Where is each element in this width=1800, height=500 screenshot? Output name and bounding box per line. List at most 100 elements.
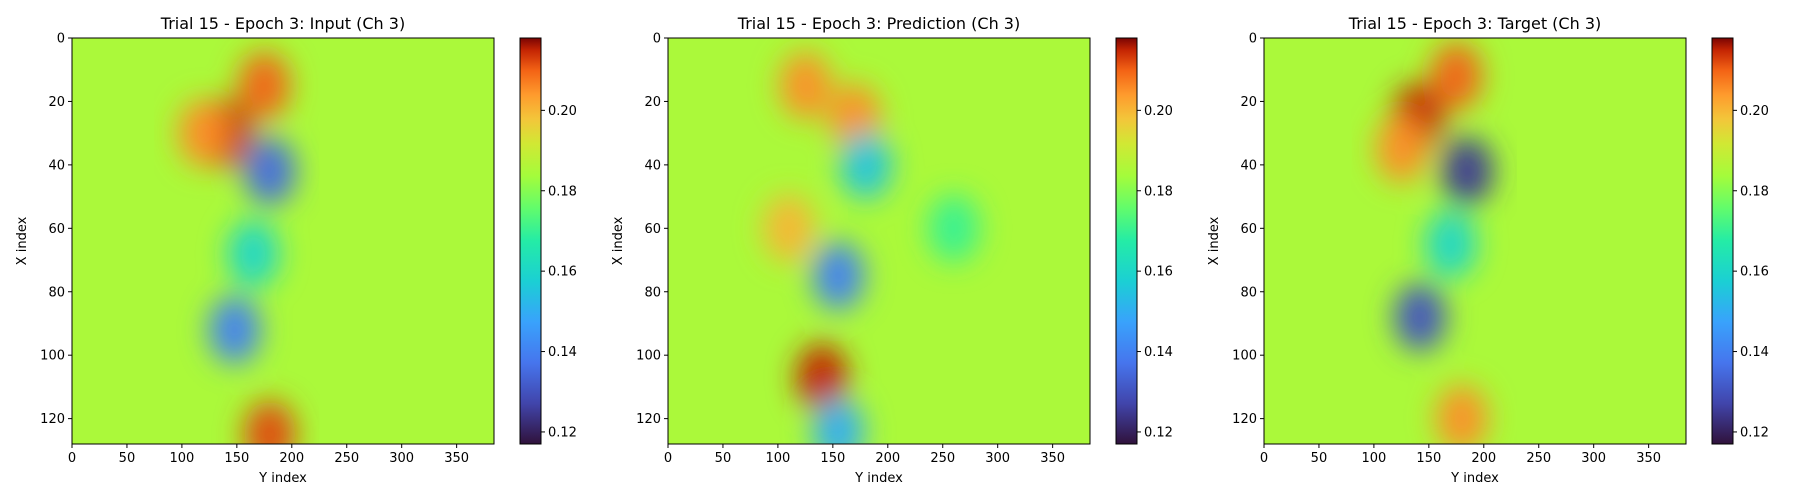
colorbar-tick-label: 0.20 (1740, 104, 1769, 119)
x-tick-label: 150 (1416, 451, 1441, 466)
x-tick-label: 300 (985, 451, 1010, 466)
x-tick-label: 350 (444, 451, 469, 466)
y-tick-label: 40 (644, 158, 661, 173)
x-tick-label: 100 (169, 451, 194, 466)
x-tick-label: 350 (1636, 451, 1661, 466)
y-tick-label: 120 (1232, 412, 1257, 427)
x-tick-label: 100 (765, 451, 790, 466)
y-tick-label: 80 (1240, 285, 1257, 300)
y-tick-label: 40 (48, 158, 65, 173)
colorbar-tick-label: 0.18 (548, 184, 577, 199)
heatmap-feature (177, 99, 230, 168)
colorbar-tick-label: 0.16 (1740, 265, 1769, 280)
heatmap-feature (779, 51, 832, 120)
y-axis-label: X index (1207, 216, 1222, 265)
chart-title: Trial 15 - Epoch 3: Target (Ch 3) (1348, 14, 1601, 33)
heatmap-feature (839, 130, 892, 199)
heatmap-field (762, 51, 980, 444)
axes-frame (71, 37, 495, 445)
y-tick-label: 60 (48, 222, 65, 237)
colorbar-tick-label: 0.20 (1144, 104, 1173, 119)
colorbar-tick-label: 0.12 (548, 425, 577, 440)
heatmap-field (1375, 42, 1494, 444)
axes-frame (667, 37, 1091, 445)
heatmap-feature (1441, 137, 1494, 206)
x-axis-label: Y index (1450, 471, 1499, 486)
colorbar-tick-label: 0.14 (548, 345, 577, 360)
heatmap-feature (1430, 42, 1483, 111)
x-tick-label: 200 (875, 451, 900, 466)
heatmap-feature (238, 51, 291, 120)
heatmap-feature (1375, 115, 1428, 184)
y-tick-label: 20 (644, 95, 661, 110)
y-axis-label: X index (611, 216, 626, 265)
x-tick-label: 0 (68, 451, 76, 466)
colorbar (519, 37, 542, 445)
chart-title: Trial 15 - Epoch 3: Prediction (Ch 3) (737, 14, 1020, 33)
colorbar-tick-label: 0.18 (1740, 184, 1769, 199)
y-tick-label: 100 (1232, 349, 1257, 364)
colorbar-tick-label: 0.14 (1144, 345, 1173, 360)
y-tick-label: 120 (40, 412, 65, 427)
x-tick-label: 150 (224, 451, 249, 466)
x-tick-label: 250 (334, 451, 359, 466)
y-tick-label: 80 (48, 285, 65, 300)
y-tick-label: 0 (57, 32, 65, 47)
x-tick-label: 50 (119, 451, 136, 466)
y-tick-label: 40 (1240, 158, 1257, 173)
x-tick-label: 0 (664, 451, 672, 466)
y-axis-label: X index (15, 216, 30, 265)
heatmap-feature (1424, 210, 1477, 279)
heatmap-field (177, 51, 296, 444)
y-tick-label: 0 (1249, 32, 1257, 47)
colorbar-tick-label: 0.18 (1144, 184, 1173, 199)
x-axis-label: Y index (854, 471, 903, 486)
y-tick-label: 20 (48, 95, 65, 110)
y-tick-label: 60 (1240, 222, 1257, 237)
x-tick-label: 200 (279, 451, 304, 466)
heatmap-background (668, 38, 1090, 444)
axes-frame (1263, 37, 1687, 445)
y-tick-label: 120 (636, 412, 661, 427)
heatmap-feature (812, 241, 865, 310)
heatmap-feature (1394, 283, 1447, 352)
x-tick-label: 300 (389, 451, 414, 466)
heatmap-feature (243, 137, 296, 206)
panel-1: Trial 15 - Epoch 3: Prediction (Ch 3) 0 50… (611, 14, 1173, 486)
x-tick-label: 250 (1526, 451, 1551, 466)
x-tick-label: 200 (1471, 451, 1496, 466)
panel-2: Trial 15 - Epoch 3: Target (Ch 3) 0 50 100 1… (1207, 14, 1769, 486)
colorbar (1711, 37, 1734, 445)
colorbar-tick-label: 0.12 (1144, 425, 1173, 440)
heatmap-feature (795, 343, 848, 412)
x-tick-label: 50 (715, 451, 732, 466)
heatmap-feature (1435, 384, 1488, 444)
colorbar-tick-label: 0.12 (1740, 425, 1769, 440)
colorbar-tick-label: 0.20 (548, 104, 577, 119)
chart-title: Trial 15 - Epoch 3: Input (Ch 3) (160, 14, 405, 33)
x-tick-label: 300 (1581, 451, 1606, 466)
colorbar-tick-label: 0.16 (548, 265, 577, 280)
heatmap-feature (927, 194, 980, 263)
colorbar-tick-label: 0.16 (1144, 265, 1173, 280)
x-tick-label: 50 (1311, 451, 1328, 466)
heatmap-feature (243, 400, 296, 444)
x-tick-label: 350 (1040, 451, 1065, 466)
x-axis-label: Y index (258, 471, 307, 486)
y-tick-label: 20 (1240, 95, 1257, 110)
colorbar (1115, 37, 1138, 445)
x-tick-label: 150 (820, 451, 845, 466)
heatmap-feature (208, 295, 261, 364)
y-tick-label: 80 (644, 285, 661, 300)
colorbar-tick-label: 0.14 (1740, 345, 1769, 360)
x-tick-label: 100 (1361, 451, 1386, 466)
heatmap-feature (227, 219, 280, 288)
y-tick-label: 60 (644, 222, 661, 237)
x-tick-label: 0 (1260, 451, 1268, 466)
x-tick-label: 250 (930, 451, 955, 466)
panel-0: Trial 15 - Epoch 3: Input (Ch 3) 0 50 100 15… (15, 14, 577, 486)
y-tick-label: 0 (653, 32, 661, 47)
heatmap-feature (812, 397, 865, 444)
y-tick-label: 100 (40, 349, 65, 364)
